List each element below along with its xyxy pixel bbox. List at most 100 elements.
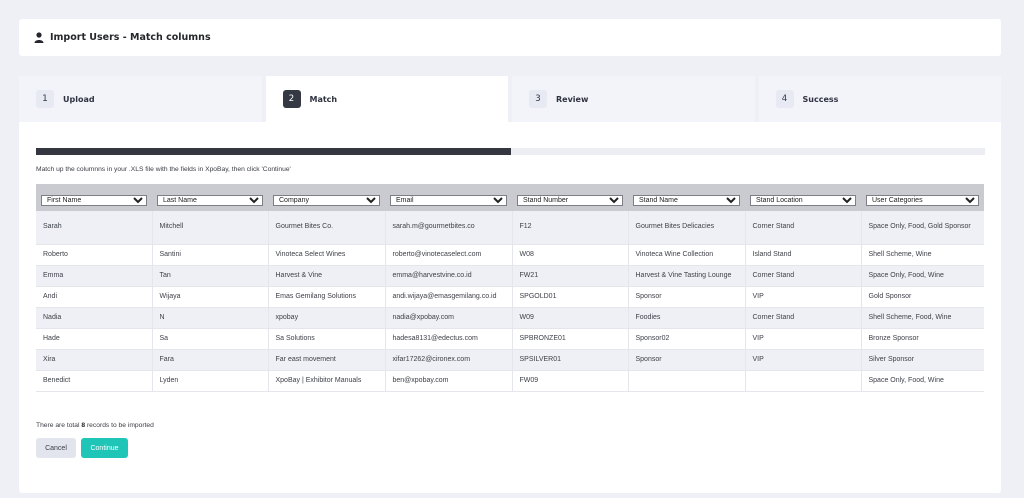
column-select-email[interactable]: Email xyxy=(390,194,507,206)
table-cell: Space Only, Food, Wine xyxy=(861,370,984,392)
table-cell: Space Only, Food, Wine xyxy=(861,265,984,287)
table-row: Xira Fara Far east movement xifar17262@ciro… xyxy=(36,349,984,371)
step-label: Success xyxy=(802,94,839,104)
table-cell: Foodies xyxy=(628,307,746,329)
summary-prefix: There are total xyxy=(36,422,82,429)
table-cell: W09 xyxy=(512,307,629,329)
table-cell: Tan xyxy=(152,265,269,287)
table-cell: Far east movement xyxy=(268,349,386,371)
table-row: Hade Sa Sa Solutions hadesa8131@edectus.com… xyxy=(36,328,984,350)
step-label: Upload xyxy=(63,94,95,104)
step-success[interactable]: 4 Success xyxy=(758,76,1001,122)
column-select-stand-number[interactable]: Stand Number xyxy=(517,194,623,206)
table-cell: SPBRONZE01 xyxy=(512,328,629,350)
column-header: Stand Location xyxy=(745,184,861,211)
column-header: First Name xyxy=(36,184,152,211)
table-cell: Sponsor02 xyxy=(628,328,746,350)
step-number: 1 xyxy=(36,90,54,108)
import-card: 1 Upload 2 Match 3 Review 4 Success Matc… xyxy=(19,76,1001,493)
column-header: Stand Name xyxy=(628,184,745,211)
table-cell: Sponsor xyxy=(628,286,746,308)
column-select-company[interactable]: Company xyxy=(273,194,380,206)
table-cell: Nadia xyxy=(36,307,153,329)
record-count: 8 xyxy=(81,422,86,429)
table-cell: Benedict xyxy=(36,370,153,392)
table-cell: Shell Scheme, Wine xyxy=(861,244,984,266)
stepper: 1 Upload 2 Match 3 Review 4 Success xyxy=(19,76,1001,122)
cancel-button[interactable]: Cancel xyxy=(36,438,76,458)
instructions-text: Match up the columnns in your .XLS file … xyxy=(36,166,291,173)
table-cell: xifar17262@cironex.com xyxy=(385,349,513,371)
table-cell: xpobay xyxy=(268,307,386,329)
table-cell: Island Stand xyxy=(745,244,862,266)
column-header: Stand Number xyxy=(512,184,628,211)
table-cell: Shell Scheme, Food, Wine xyxy=(861,307,984,329)
table-cell xyxy=(628,370,746,392)
table-cell: Wijaya xyxy=(152,286,269,308)
table-cell: Roberto xyxy=(36,244,153,266)
table-cell: VIP xyxy=(745,286,862,308)
continue-button[interactable]: Continue xyxy=(81,438,128,458)
step-label: Match xyxy=(309,94,338,104)
step-match[interactable]: 2 Match xyxy=(265,76,512,122)
column-header: Email xyxy=(385,184,512,211)
table-cell: Fara xyxy=(152,349,269,371)
table-row: Andi Wijaya Emas Gemilang Solutions andi.wi… xyxy=(36,286,984,308)
column-header: User Categories xyxy=(861,184,984,211)
table-row: Sarah Mitchell Gourmet Bites Co. sarah.m@go… xyxy=(36,211,984,245)
table-cell: Space Only, Food, Gold Sponsor xyxy=(861,211,984,245)
table-row: Benedict Lyden XpoBay | Exhibitor Manuals b… xyxy=(36,370,984,392)
table-cell: XpoBay | Exhibitor Manuals xyxy=(268,370,386,392)
table-cell: Xira xyxy=(36,349,153,371)
table-cell: FW09 xyxy=(512,370,629,392)
page-title: Import Users - Match columns xyxy=(50,32,211,43)
table-cell: Corner Stand xyxy=(745,211,862,245)
table-body: Sarah Mitchell Gourmet Bites Co. sarah.m@go… xyxy=(36,211,984,392)
table-cell: andi.wijaya@emasgemilang.co.id xyxy=(385,286,513,308)
table-cell: N xyxy=(152,307,269,329)
table-cell: Sa Solutions xyxy=(268,328,386,350)
progress-fill xyxy=(36,148,511,155)
table-cell: Hade xyxy=(36,328,153,350)
step-label: Review xyxy=(556,94,589,104)
table-cell: Gold Sponsor xyxy=(861,286,984,308)
page-header: Import Users - Match columns xyxy=(19,19,1001,56)
column-select-last-name[interactable]: Last Name xyxy=(157,194,263,206)
column-select-stand-name[interactable]: Stand Name xyxy=(633,194,740,206)
table-cell: hadesa8131@edectus.com xyxy=(385,328,513,350)
step-upload[interactable]: 1 Upload xyxy=(19,76,266,122)
table-cell: Emas Gemilang Solutions xyxy=(268,286,386,308)
progress-bar xyxy=(36,148,985,155)
column-header: Last Name xyxy=(152,184,268,211)
header-row: First Name Last Name Company Email Stand… xyxy=(36,184,984,211)
table-cell: Gourmet Bites Co. xyxy=(268,211,386,245)
table-cell: Santini xyxy=(152,244,269,266)
table-cell: nadia@xpobay.com xyxy=(385,307,513,329)
table-cell: Vinoteca Select Wines xyxy=(268,244,386,266)
column-header: Company xyxy=(268,184,385,211)
column-select-first-name[interactable]: First Name xyxy=(41,194,147,206)
table-cell: W08 xyxy=(512,244,629,266)
column-select-user-categories[interactable]: User Categories xyxy=(866,194,979,206)
table-cell: Lyden xyxy=(152,370,269,392)
step-review[interactable]: 3 Review xyxy=(512,76,759,122)
table-cell: SPSILVER01 xyxy=(512,349,629,371)
table-cell: roberto@vinotecaselect.com xyxy=(385,244,513,266)
table-cell: F12 xyxy=(512,211,629,245)
step-number: 3 xyxy=(529,90,547,108)
table-row: Roberto Santini Vinoteca Select Wines rober… xyxy=(36,244,984,266)
column-match-table: First Name Last Name Company Email Stand… xyxy=(36,184,984,392)
table-cell: Andi xyxy=(36,286,153,308)
table-cell xyxy=(745,370,862,392)
table-cell: Gourmet Bites Delicacies xyxy=(628,211,746,245)
table-cell: Emma xyxy=(36,265,153,287)
table-cell: Corner Stand xyxy=(745,265,862,287)
table-cell: VIP xyxy=(745,349,862,371)
table-cell: Harvest & Vine xyxy=(268,265,386,287)
summary-suffix: records to be imported xyxy=(85,422,154,429)
table-cell: Bronze Sponsor xyxy=(861,328,984,350)
table-row: Emma Tan Harvest & Vine emma@harvestvine.co… xyxy=(36,265,984,287)
column-select-stand-location[interactable]: Stand Location xyxy=(750,194,856,206)
table-cell: Sa xyxy=(152,328,269,350)
